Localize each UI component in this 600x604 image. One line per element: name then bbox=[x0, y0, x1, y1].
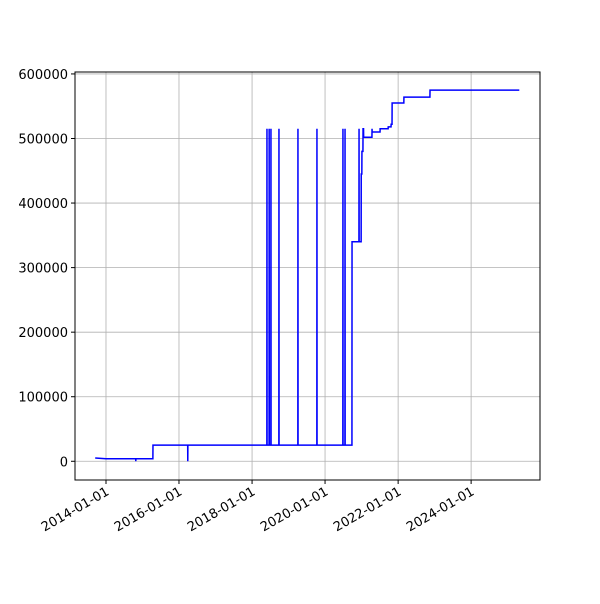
x-tick-label: 2016-01-01 bbox=[112, 484, 185, 535]
data-line bbox=[95, 89, 520, 462]
y-tick-label: 300000 bbox=[18, 262, 68, 277]
y-tick-label: 400000 bbox=[18, 197, 68, 212]
y-tick-label: 500000 bbox=[18, 132, 68, 147]
x-tick-label: 2018-01-01 bbox=[185, 484, 258, 535]
y-tick-label: 0 bbox=[60, 455, 68, 470]
y-tick-label: 200000 bbox=[18, 326, 68, 341]
y-tick-label: 100000 bbox=[18, 391, 68, 406]
y-tick-label: 600000 bbox=[18, 68, 68, 83]
x-tick-label: 2014-01-01 bbox=[39, 484, 112, 535]
x-tick-label: 2022-01-01 bbox=[331, 484, 404, 535]
x-tick-label: 2024-01-01 bbox=[404, 484, 477, 535]
plot-frame bbox=[74, 71, 541, 481]
x-tick-label: 2020-01-01 bbox=[258, 484, 331, 535]
